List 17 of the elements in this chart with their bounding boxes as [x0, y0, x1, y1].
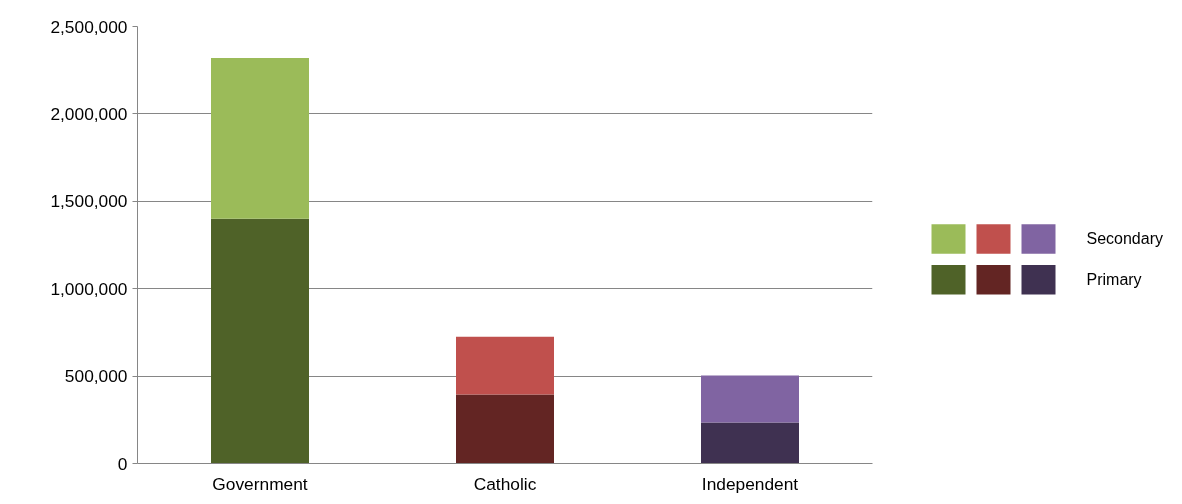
- legend-label: Primary: [1086, 271, 1142, 289]
- y-tick-label: 2,000,000: [50, 103, 128, 124]
- legend-label: Secondary: [1086, 230, 1163, 248]
- y-tick-label: 1,000,000: [50, 278, 128, 299]
- bar: [701, 375, 799, 423]
- x-tick-label: Independent: [701, 473, 799, 494]
- bar: [211, 218, 309, 464]
- bar: [456, 336, 554, 395]
- y-tick-label: 0: [117, 453, 128, 474]
- x-tick-label: Catholic: [473, 473, 537, 494]
- bar: [701, 422, 799, 464]
- y-tick-label: 2,500,000: [50, 16, 128, 37]
- bar: [211, 57, 309, 219]
- x-tick-label: Government: [212, 473, 308, 494]
- bar: [456, 394, 554, 464]
- y-tick-label: 1,500,000: [50, 191, 128, 212]
- y-tick-label: 500,000: [64, 366, 128, 387]
